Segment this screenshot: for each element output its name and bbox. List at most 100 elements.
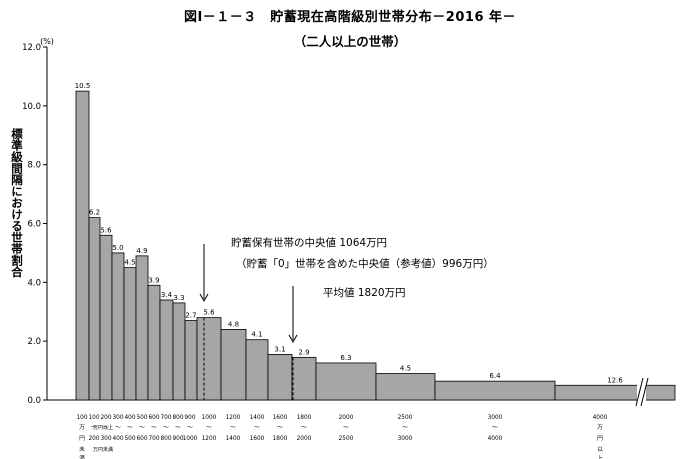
data-label: 6.2 [89,209,100,217]
bar [245,339,269,401]
y-axis-label: 標準級間隔における世帯割合 [10,128,24,278]
bar [220,328,247,401]
x-tick-label: 満 [79,455,85,459]
x-tick-label: 1600 [250,436,265,442]
x-tick-label: 2500 [398,415,413,421]
x-tick-label: 200 [100,415,111,421]
axis-break-gap [637,376,646,406]
x-tick-label: 1000 [202,415,217,421]
data-label: 3.9 [148,276,159,284]
bar [291,356,317,401]
x-tick-label: 300 [112,415,123,421]
axis-break-mark [635,377,644,407]
bar [135,255,149,401]
x-tick-label: 1200 [226,415,241,421]
bar [111,252,125,401]
x-tick-label: ～ [492,425,498,431]
x-tick-label: 1800 [297,415,312,421]
bar [554,384,676,401]
x-tick-label: 1400 [226,436,241,442]
axis-break-mark [640,377,649,407]
y-tick-label: 6.0 [27,220,41,230]
x-tick-label: 円 [79,435,85,442]
x-tick-label: ～ [301,425,307,431]
x-tick-label: 万 [79,424,85,431]
x-tick-label: 200 [88,436,99,442]
x-tick-label: 800 [172,415,183,421]
data-label: 5.6 [203,309,215,317]
x-tick-label: 4000 [488,436,503,442]
y-tick-label: 2.0 [27,337,41,347]
x-tick-label: ～ [277,425,283,431]
data-label: 4.5 [124,259,135,267]
bar [375,373,436,401]
x-tick-label: ～ [230,425,236,431]
mean-annotation: 平均値 1820万円 [323,287,406,299]
x-tick-label: ～ [206,425,212,431]
median-arrow-head [199,293,209,303]
x-tick-label: ～ [127,425,133,431]
x-tick-label: 500 [136,415,147,421]
x-tick-label: 700 [160,415,171,421]
bar [196,317,222,401]
y-tick-label: 4.0 [27,278,41,288]
x-tick-label: 900 [172,436,183,442]
data-label: 3.1 [274,345,285,353]
y-tick-label: 12.0 [22,43,41,53]
data-label: 6.4 [489,372,501,380]
x-tick-label: 4000 [593,415,608,421]
data-label: 10.5 [75,82,91,90]
x-tick-label: 2000 [339,415,354,421]
chart-subtitle: （二人以上の世帯） [293,34,407,49]
x-tick-label: 400 [124,415,135,421]
bar [75,90,90,401]
x-tick-label: 1800 [273,436,288,442]
x-tick-label: ～ [175,425,181,431]
data-label: 4.8 [228,320,239,328]
bar [315,362,377,401]
x-tick-label: ～ [254,425,260,431]
x-tick-label: 600 [148,415,159,421]
x-tick-label: ～ [91,425,97,431]
x-tick-label: 1200 [202,436,217,442]
bar [184,320,198,401]
bar [267,354,293,401]
x-tick-label: ～ [163,425,169,431]
data-label: 4.5 [400,365,411,373]
data-label: 4.9 [136,247,147,255]
bar [159,299,174,401]
x-tick-label: 900 [184,415,195,421]
data-label: 3.3 [173,294,184,302]
x-tick-label: 3000 [488,415,503,421]
median-note-annotation: （貯蓄「0」世帯を含めた中央値（参考値）996万円） [236,258,494,270]
mean-arrow-head [288,334,298,344]
x-tick-label: 2000 [297,436,312,442]
x-tick-label: 上 [597,454,603,459]
x-tick-label: 万 [597,424,603,431]
x-tick-label: 以 [597,446,603,453]
chart-title: 図Ⅰ－１－３ 貯蓄現在高階級別世帯分布－2016 年－ [183,10,517,25]
data-label: 2.9 [298,348,309,356]
y-tick-label: 0.0 [27,396,41,406]
x-tick-label: 100 [88,415,99,421]
x-tick-label: 600 [136,436,147,442]
x-tick-label: ～ [115,425,121,431]
data-label: 2.7 [185,312,196,320]
y-tick-label: 8.0 [27,161,41,171]
bar [99,234,113,401]
x-tick-label: 400 [112,436,123,442]
x-note-label: 万円未満 [93,446,113,453]
x-tick-label: 円 [597,435,603,442]
bar [88,217,101,401]
y-tick-label: 10.0 [22,102,41,112]
data-label: 4.1 [251,331,262,339]
y-axis-unit: (%) [40,37,54,46]
x-tick-label: 100 [76,415,87,421]
x-tick-label: 未 [79,445,85,453]
x-tick-label: ～ [103,425,109,431]
data-label: 5.6 [100,226,112,234]
x-tick-label: 2500 [339,436,354,442]
x-tick-label: 3000 [398,436,413,442]
x-tick-label: ～ [187,425,193,431]
